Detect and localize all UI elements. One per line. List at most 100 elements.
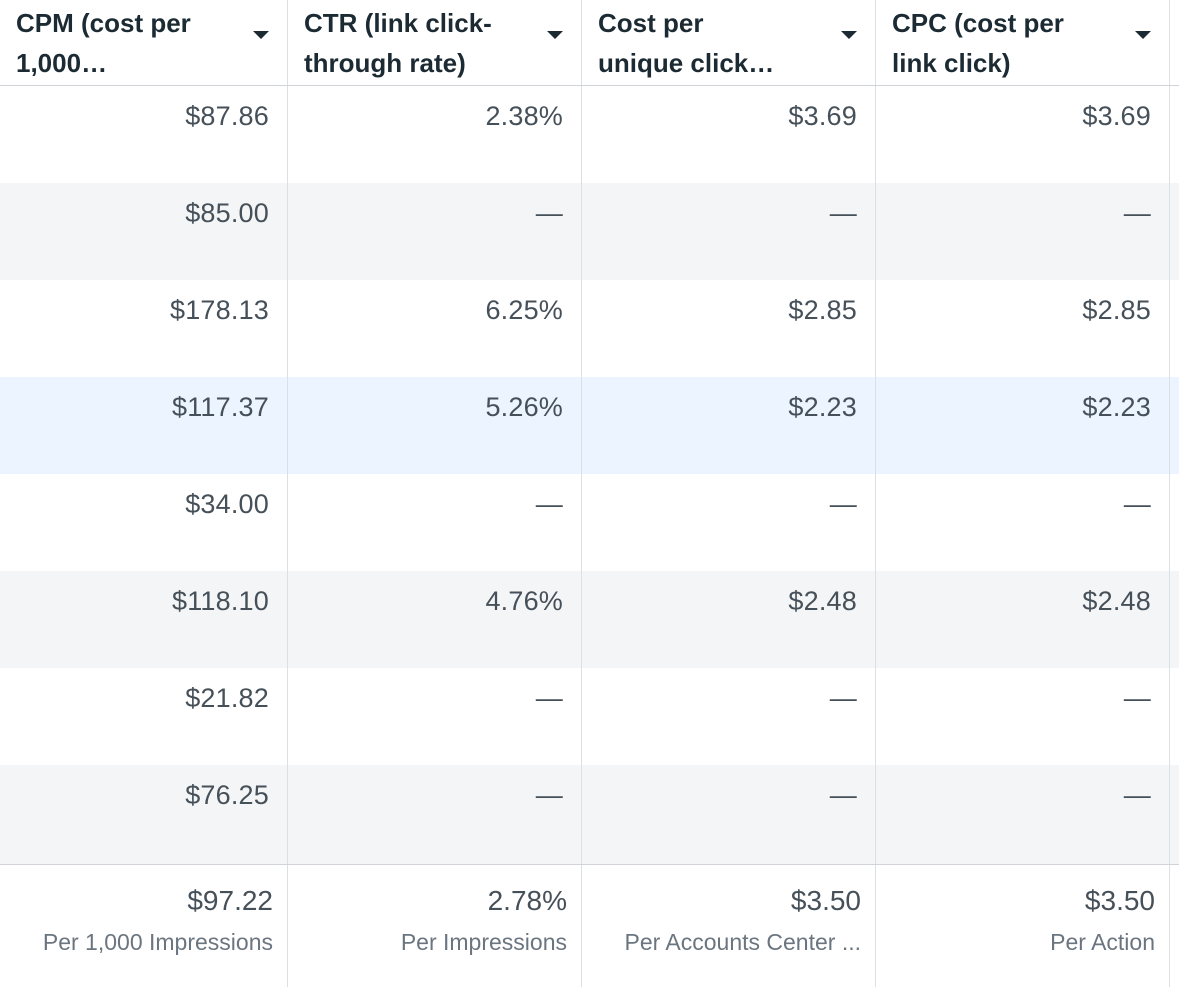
cell-cost-per-unique-click: —	[582, 183, 876, 280]
column-header-label: CPM (cost per 1,000…	[16, 8, 191, 78]
column-header-cpc[interactable]: CPC (cost per link click)	[876, 0, 1170, 85]
table-row[interactable]: $178.13 6.25% $2.85 $2.85	[0, 280, 1179, 377]
cell-cpm: $87.86	[0, 86, 288, 183]
total-caption: Per 1,000 Impressions	[42, 929, 273, 955]
cell-cpc: $2.48	[876, 571, 1170, 668]
cell-value: 6.25%	[485, 295, 563, 325]
cell-value: $178.13	[170, 295, 269, 325]
cell-value: 4.76%	[485, 586, 563, 616]
cell-cpm: $76.25	[0, 765, 288, 864]
cell-value: $85.00	[185, 198, 269, 228]
cell-ctr: 2.38%	[288, 86, 582, 183]
column-stub	[1170, 571, 1179, 668]
cell-cpm: $118.10	[0, 571, 288, 668]
column-header-label: CPC (cost per link click)	[892, 8, 1064, 78]
column-stub	[1170, 474, 1179, 571]
sort-dropdown-icon[interactable]	[547, 31, 563, 39]
sort-dropdown-icon[interactable]	[841, 31, 857, 39]
table-row[interactable]: $87.86 2.38% $3.69 $3.69	[0, 86, 1179, 183]
column-stub	[1170, 377, 1179, 474]
cell-ctr: —	[288, 668, 582, 765]
cell-cpc: $2.85	[876, 280, 1170, 377]
total-cpc: $3.50 Per Action	[876, 865, 1170, 987]
column-stub	[1170, 765, 1179, 864]
cell-value: $2.48	[1082, 586, 1151, 616]
cell-value: —	[1123, 198, 1151, 228]
cell-cpm: $21.82	[0, 668, 288, 765]
cell-cost-per-unique-click: —	[582, 765, 876, 864]
total-caption: Per Impressions	[400, 929, 567, 955]
cell-value: $34.00	[185, 489, 269, 519]
table-footer-totals: $97.22 Per 1,000 Impressions 2.78% Per I…	[0, 864, 1179, 987]
cell-value: —	[829, 198, 857, 228]
cell-cost-per-unique-click: $2.48	[582, 571, 876, 668]
cell-cpm: $178.13	[0, 280, 288, 377]
cell-value: $2.23	[1082, 392, 1151, 422]
cell-cpc: $3.69	[876, 86, 1170, 183]
cell-value: $87.86	[185, 101, 269, 131]
sort-dropdown-icon[interactable]	[1135, 31, 1151, 39]
table-row[interactable]: $34.00 — — —	[0, 474, 1179, 571]
total-cpm: $97.22 Per 1,000 Impressions	[0, 865, 288, 987]
cell-ctr: —	[288, 765, 582, 864]
cell-ctr: —	[288, 474, 582, 571]
cell-cpc: —	[876, 474, 1170, 571]
cell-value: $2.85	[788, 295, 857, 325]
column-header-cpm[interactable]: CPM (cost per 1,000…	[0, 0, 288, 85]
total-caption: Per Accounts Center ...	[624, 929, 861, 955]
cell-ctr: 5.26%	[288, 377, 582, 474]
cell-value: $2.85	[1082, 295, 1151, 325]
sort-dropdown-icon[interactable]	[253, 31, 269, 39]
cell-value: —	[535, 780, 563, 810]
cell-value: $2.23	[788, 392, 857, 422]
cell-value: —	[1123, 683, 1151, 713]
cell-cpm: $85.00	[0, 183, 288, 280]
cell-cost-per-unique-click: —	[582, 474, 876, 571]
cell-value: —	[829, 683, 857, 713]
total-cost-per-unique-click: $3.50 Per Accounts Center ...	[582, 865, 876, 987]
cell-value: —	[535, 198, 563, 228]
column-stub	[1170, 668, 1179, 765]
cell-cpm: $117.37	[0, 377, 288, 474]
cell-value: 2.38%	[485, 101, 563, 131]
cell-value: —	[1123, 489, 1151, 519]
cell-cost-per-unique-click: $3.69	[582, 86, 876, 183]
cell-value: —	[829, 489, 857, 519]
cell-value: $118.10	[172, 586, 269, 616]
cell-value: $21.82	[185, 683, 269, 713]
total-ctr: 2.78% Per Impressions	[288, 865, 582, 987]
cell-value: —	[535, 683, 563, 713]
table-row[interactable]: $118.10 4.76% $2.48 $2.48	[0, 571, 1179, 668]
cell-value: $3.69	[788, 101, 857, 131]
cell-cpc: $2.23	[876, 377, 1170, 474]
cell-value: $3.69	[1082, 101, 1151, 131]
column-stub	[1170, 86, 1179, 183]
total-value: $97.22	[187, 885, 273, 916]
cell-cpc: —	[876, 765, 1170, 864]
cell-cpc: —	[876, 183, 1170, 280]
table-row[interactable]: $76.25 — — —	[0, 765, 1179, 864]
cell-value: 5.26%	[485, 392, 563, 422]
column-stub	[1170, 865, 1179, 987]
cell-cpc: —	[876, 668, 1170, 765]
table-row[interactable]: $85.00 — — —	[0, 183, 1179, 280]
cell-cpm: $34.00	[0, 474, 288, 571]
column-stub	[1170, 183, 1179, 280]
table-row-hovered[interactable]: $117.37 5.26% $2.23 $2.23	[0, 377, 1179, 474]
total-caption: Per Action	[1050, 929, 1155, 955]
cell-ctr: —	[288, 183, 582, 280]
cell-ctr: 4.76%	[288, 571, 582, 668]
cell-value: $117.37	[172, 392, 269, 422]
column-stub	[1170, 0, 1179, 85]
column-header-ctr[interactable]: CTR (link click- through rate)	[288, 0, 582, 85]
table-row[interactable]: $21.82 — — —	[0, 668, 1179, 765]
total-value: 2.78%	[487, 885, 567, 916]
cell-value: $2.48	[788, 586, 857, 616]
cell-value: —	[535, 489, 563, 519]
table-header: CPM (cost per 1,000… CTR (link click- th…	[0, 0, 1179, 86]
cell-value: —	[1123, 780, 1151, 810]
column-header-cost-per-unique-click[interactable]: Cost per unique click…	[582, 0, 876, 85]
cell-cost-per-unique-click: —	[582, 668, 876, 765]
total-value: $3.50	[1084, 885, 1155, 916]
